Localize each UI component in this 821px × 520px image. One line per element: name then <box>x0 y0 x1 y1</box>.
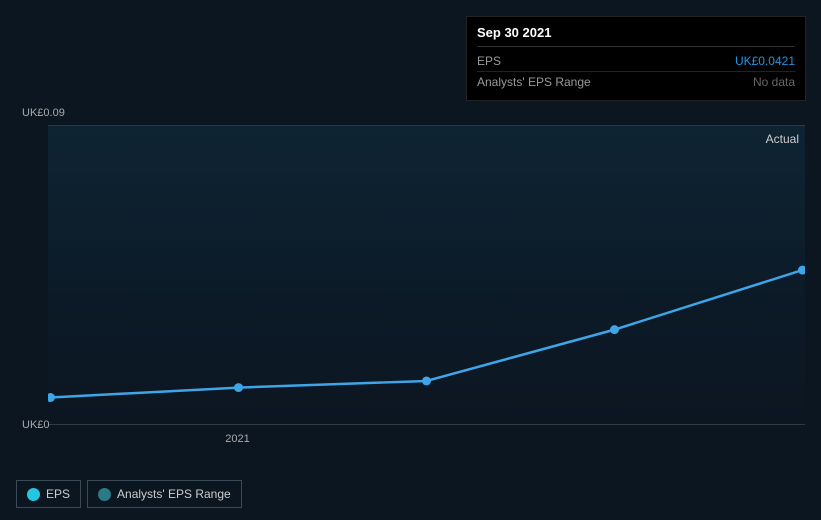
data-point[interactable] <box>798 266 805 275</box>
data-point[interactable] <box>234 383 243 392</box>
legend-swatch-icon <box>98 488 111 501</box>
eps-chart: UK£0.09 Actual UK£0 2021 <box>16 125 805 425</box>
y-axis-max-label: UK£0.09 <box>22 107 65 119</box>
data-point[interactable] <box>48 393 55 402</box>
chart-legend: EPS Analysts' EPS Range <box>16 480 242 508</box>
tooltip-row: EPS UK£0.0421 <box>477 51 795 72</box>
chart-svg <box>48 126 805 424</box>
chart-plot-area: Actual <box>48 125 805 425</box>
tooltip-row: Analysts' EPS Range No data <box>477 72 795 92</box>
tooltip-row-label: EPS <box>477 54 501 68</box>
legend-label: EPS <box>46 487 70 501</box>
legend-swatch-icon <box>27 488 40 501</box>
y-axis-min-label: UK£0 <box>22 419 50 431</box>
tooltip-row-value: No data <box>753 75 795 89</box>
x-axis-tick-label: 2021 <box>225 433 249 445</box>
legend-label: Analysts' EPS Range <box>117 487 231 501</box>
legend-range[interactable]: Analysts' EPS Range <box>87 480 242 508</box>
data-point[interactable] <box>422 376 431 385</box>
tooltip-row-label: Analysts' EPS Range <box>477 75 591 89</box>
tooltip-date: Sep 30 2021 <box>477 25 795 47</box>
chart-tooltip: Sep 30 2021 EPS UK£0.0421 Analysts' EPS Ra… <box>466 16 806 101</box>
data-point[interactable] <box>610 325 619 334</box>
legend-eps[interactable]: EPS <box>16 480 81 508</box>
tooltip-row-value: UK£0.0421 <box>735 54 795 68</box>
